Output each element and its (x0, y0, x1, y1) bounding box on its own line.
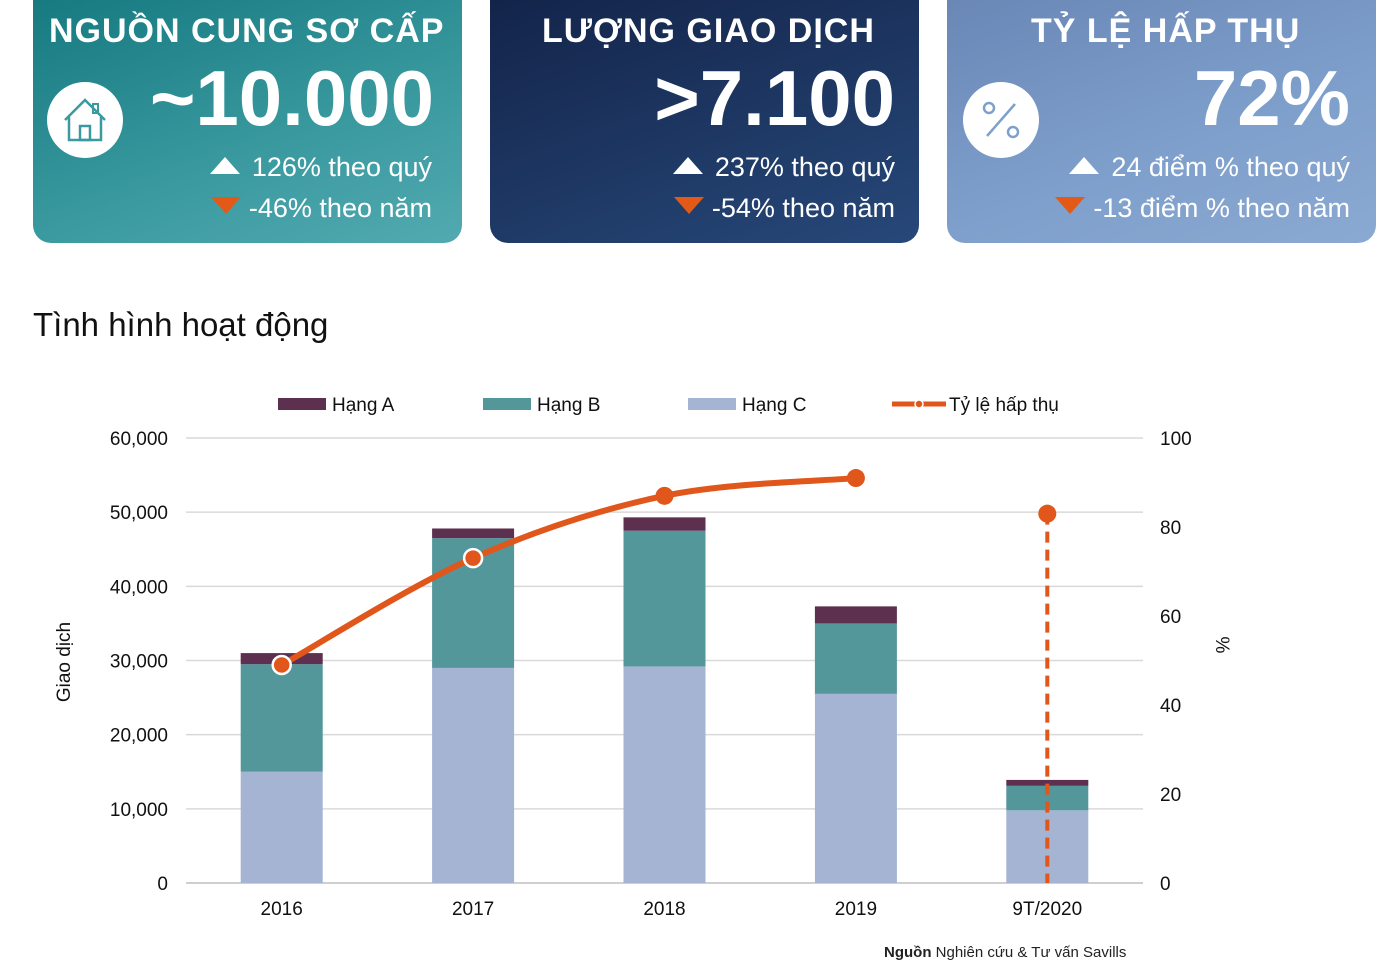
supply-qoq: 126% theo quý (209, 152, 432, 183)
y-tick-label: 50,000 (110, 503, 168, 524)
bar-hang-c (432, 667, 515, 883)
transactions-yoy: -54% theo năm (673, 193, 895, 224)
up-arrow-icon (1069, 157, 1100, 174)
legend-hang-a-label: Hạng A (332, 395, 395, 416)
bar-hang-a (814, 606, 897, 624)
down-arrow-icon (673, 197, 704, 214)
card-title: TỶ LỆ HẤP THỤ (1031, 12, 1301, 50)
transactions-qoq-text: 237% theo quý (714, 152, 895, 182)
source-note: Nguồn Nghiên cứu & Tư vấn Savills (884, 944, 1126, 961)
legend-hang-c-label: Hạng C (742, 395, 806, 416)
legend-absorption-label: Tỷ lệ hấp thụ (949, 395, 1059, 416)
bar-hang-c (240, 771, 323, 883)
y-tick-label: 40,000 (110, 577, 168, 598)
source-text: Nghiên cứu & Tư vấn Savills (935, 944, 1127, 961)
absorption-qoq: 24 điểm % theo quý (1069, 152, 1350, 183)
absorption-point (462, 547, 484, 569)
transactions-yoy-text: -54% theo năm (711, 193, 895, 223)
supply-card: NGUỒN CUNG SƠ CẤP ~10.000 126% theo quý … (33, 0, 462, 243)
transactions-qoq: 237% theo quý (672, 152, 895, 183)
transactions-value: >7.100 (654, 54, 895, 142)
y-tick-label: 60,000 (110, 429, 168, 450)
bar-hang-a (1006, 779, 1089, 786)
absorption-qoq-text: 24 điểm % theo quý (1111, 152, 1350, 182)
supply-yoy: -46% theo năm (210, 193, 432, 224)
supply-yoy-text: -46% theo năm (248, 193, 432, 223)
y-tick-label: 20,000 (110, 726, 168, 747)
y2-tick-label: 60 (1160, 607, 1181, 628)
x-tick-label: 2019 (835, 899, 877, 920)
y2-tick-label: 100 (1160, 429, 1192, 450)
bar-hang-c (814, 693, 897, 883)
up-arrow-icon (672, 157, 703, 174)
bar-hang-b (623, 530, 706, 667)
absorption-value: 72% (1193, 54, 1350, 142)
y2-tick-label: 40 (1160, 696, 1181, 717)
absorption-point (1038, 504, 1057, 523)
bar-hang-c (623, 666, 706, 883)
y-tick-label: 30,000 (110, 652, 168, 673)
legend-hang-b-swatch (483, 398, 531, 410)
card-title: NGUỒN CUNG SƠ CẤP (49, 12, 445, 50)
absorption-yoy-text: -13 điểm % theo năm (1093, 193, 1350, 223)
bar-hang-a (623, 517, 706, 531)
down-arrow-icon (1055, 197, 1086, 214)
absorption-card: TỶ LỆ HẤP THỤ 72% 24 điểm % theo quý -13… (947, 0, 1376, 243)
legend-hang-c-swatch (688, 398, 736, 410)
y2-axis-title: % (1211, 637, 1232, 654)
x-tick-label: 2017 (452, 899, 494, 920)
y-tick-label: 0 (157, 874, 168, 895)
absorption-yoy: -13 điểm % theo năm (1055, 193, 1350, 224)
absorption-point (271, 654, 292, 676)
section-title: Tình hình hoạt động (33, 306, 329, 343)
x-tick-label: 9T/2020 (1012, 899, 1082, 920)
absorption-point (846, 469, 865, 488)
y2-tick-label: 20 (1160, 785, 1181, 806)
y-axis-title: Giao dịch (54, 622, 75, 702)
legend-absorption-marker (914, 399, 924, 409)
up-arrow-icon (209, 157, 240, 174)
y2-tick-label: 80 (1160, 518, 1181, 539)
supply-qoq-text: 126% theo quý (251, 152, 432, 182)
source-label: Nguồn (884, 944, 932, 961)
absorption-point (655, 486, 674, 505)
bar-hang-a (432, 528, 515, 539)
bar-hang-b (240, 664, 323, 772)
legend-hang-b-label: Hạng B (537, 395, 600, 416)
transactions-card: LƯỢNG GIAO DỊCH >7.100 237% theo quý -54… (490, 0, 919, 243)
card-title: LƯỢNG GIAO DỊCH (542, 12, 875, 50)
house-icon (47, 82, 123, 158)
absorption-line (278, 475, 859, 668)
legend-hang-a-swatch (278, 398, 326, 410)
percent-icon (963, 82, 1039, 158)
y-tick-label: 10,000 (110, 800, 168, 821)
down-arrow-icon (210, 197, 241, 214)
x-tick-label: 2016 (261, 899, 303, 920)
activity-chart: 0 10,000 20,000 30,000 40,000 50,000 60,000 0 20… (54, 395, 1232, 920)
x-tick-label: 2018 (643, 899, 685, 920)
bar-hang-b (814, 623, 897, 694)
supply-value: ~10.000 (149, 54, 434, 142)
y2-tick-label: 0 (1160, 874, 1171, 895)
